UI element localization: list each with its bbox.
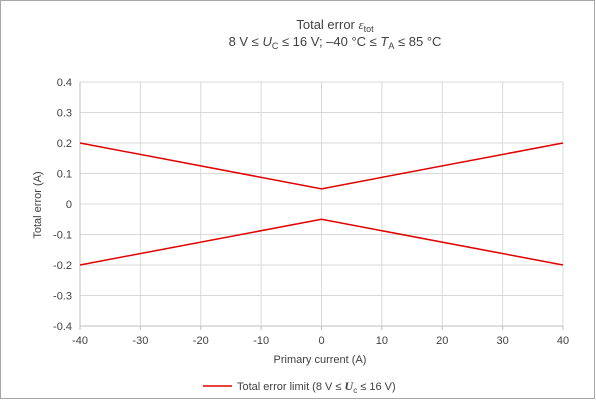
y-tick-label: -0.2: [53, 260, 72, 272]
y-tick-label: 0: [66, 199, 72, 211]
x-tick-labels: -40 -30 -20 -10 0 10 20 30 40: [72, 335, 569, 347]
legend-part: U: [345, 379, 355, 393]
y-tick-label: -0.1: [53, 230, 72, 242]
data-series: [79, 142, 564, 266]
legend-part: Total error limit (8 V ≤: [237, 381, 345, 393]
x-axis-label: Primary current (A): [274, 354, 367, 366]
y-tick-label: 0.1: [57, 169, 72, 181]
title-part: 8 V ≤: [229, 34, 263, 49]
x-tick-label: -30: [132, 335, 148, 347]
x-tick-label: 30: [497, 335, 509, 347]
y-tick-label: 0.2: [57, 138, 72, 150]
x-tick-label: 10: [376, 335, 388, 347]
y-tick-label: -0.3: [53, 291, 72, 303]
title-part: U: [262, 34, 272, 49]
title-symbol-subscript: tot: [364, 24, 375, 34]
chart-title-line-1: Total error εtot: [296, 17, 374, 34]
y-tick-label: 0.4: [57, 77, 72, 89]
x-tick-label: 0: [318, 335, 324, 347]
title-part: C: [272, 41, 279, 51]
x-tick-label: 20: [436, 335, 448, 347]
series-line-1: [79, 142, 564, 190]
y-tick-label: -0.4: [53, 321, 72, 333]
gridlines: [80, 81, 564, 326]
title-part: T: [380, 34, 389, 49]
legend-part: ≤ 16 V): [357, 381, 395, 393]
x-tick-label: 40: [557, 335, 569, 347]
title-part: ≤ 85 °C: [394, 34, 441, 49]
title-part: ≤ 16 V; –40 °C ≤: [278, 34, 380, 49]
series-line-2: [79, 218, 564, 266]
axes: [79, 82, 564, 330]
x-tick-label: -20: [193, 335, 209, 347]
x-tick-label: -40: [72, 335, 88, 347]
title-part: A: [388, 41, 394, 51]
legend-part: c: [353, 386, 357, 395]
legend: Total error limit (8 V ≤ Uc ≤ 16 V): [203, 379, 396, 395]
y-tick-labels: 0.4 0.3 0.2 0.1 0 -0.1 -0.2 -0.3 -0.4: [53, 77, 72, 333]
title-text: Total error: [296, 17, 358, 32]
y-axis-label: Total error (A): [32, 171, 44, 238]
title-symbol: ε: [359, 17, 365, 32]
y-tick-label: 0.3: [57, 108, 72, 120]
legend-label: Total error limit (8 V ≤ Uc ≤ 16 V): [237, 379, 396, 395]
x-tick-label: -10: [253, 335, 269, 347]
chart-title-line-2: 8 V ≤ UC ≤ 16 V; –40 °C ≤ TA ≤ 85 °C: [229, 34, 442, 51]
